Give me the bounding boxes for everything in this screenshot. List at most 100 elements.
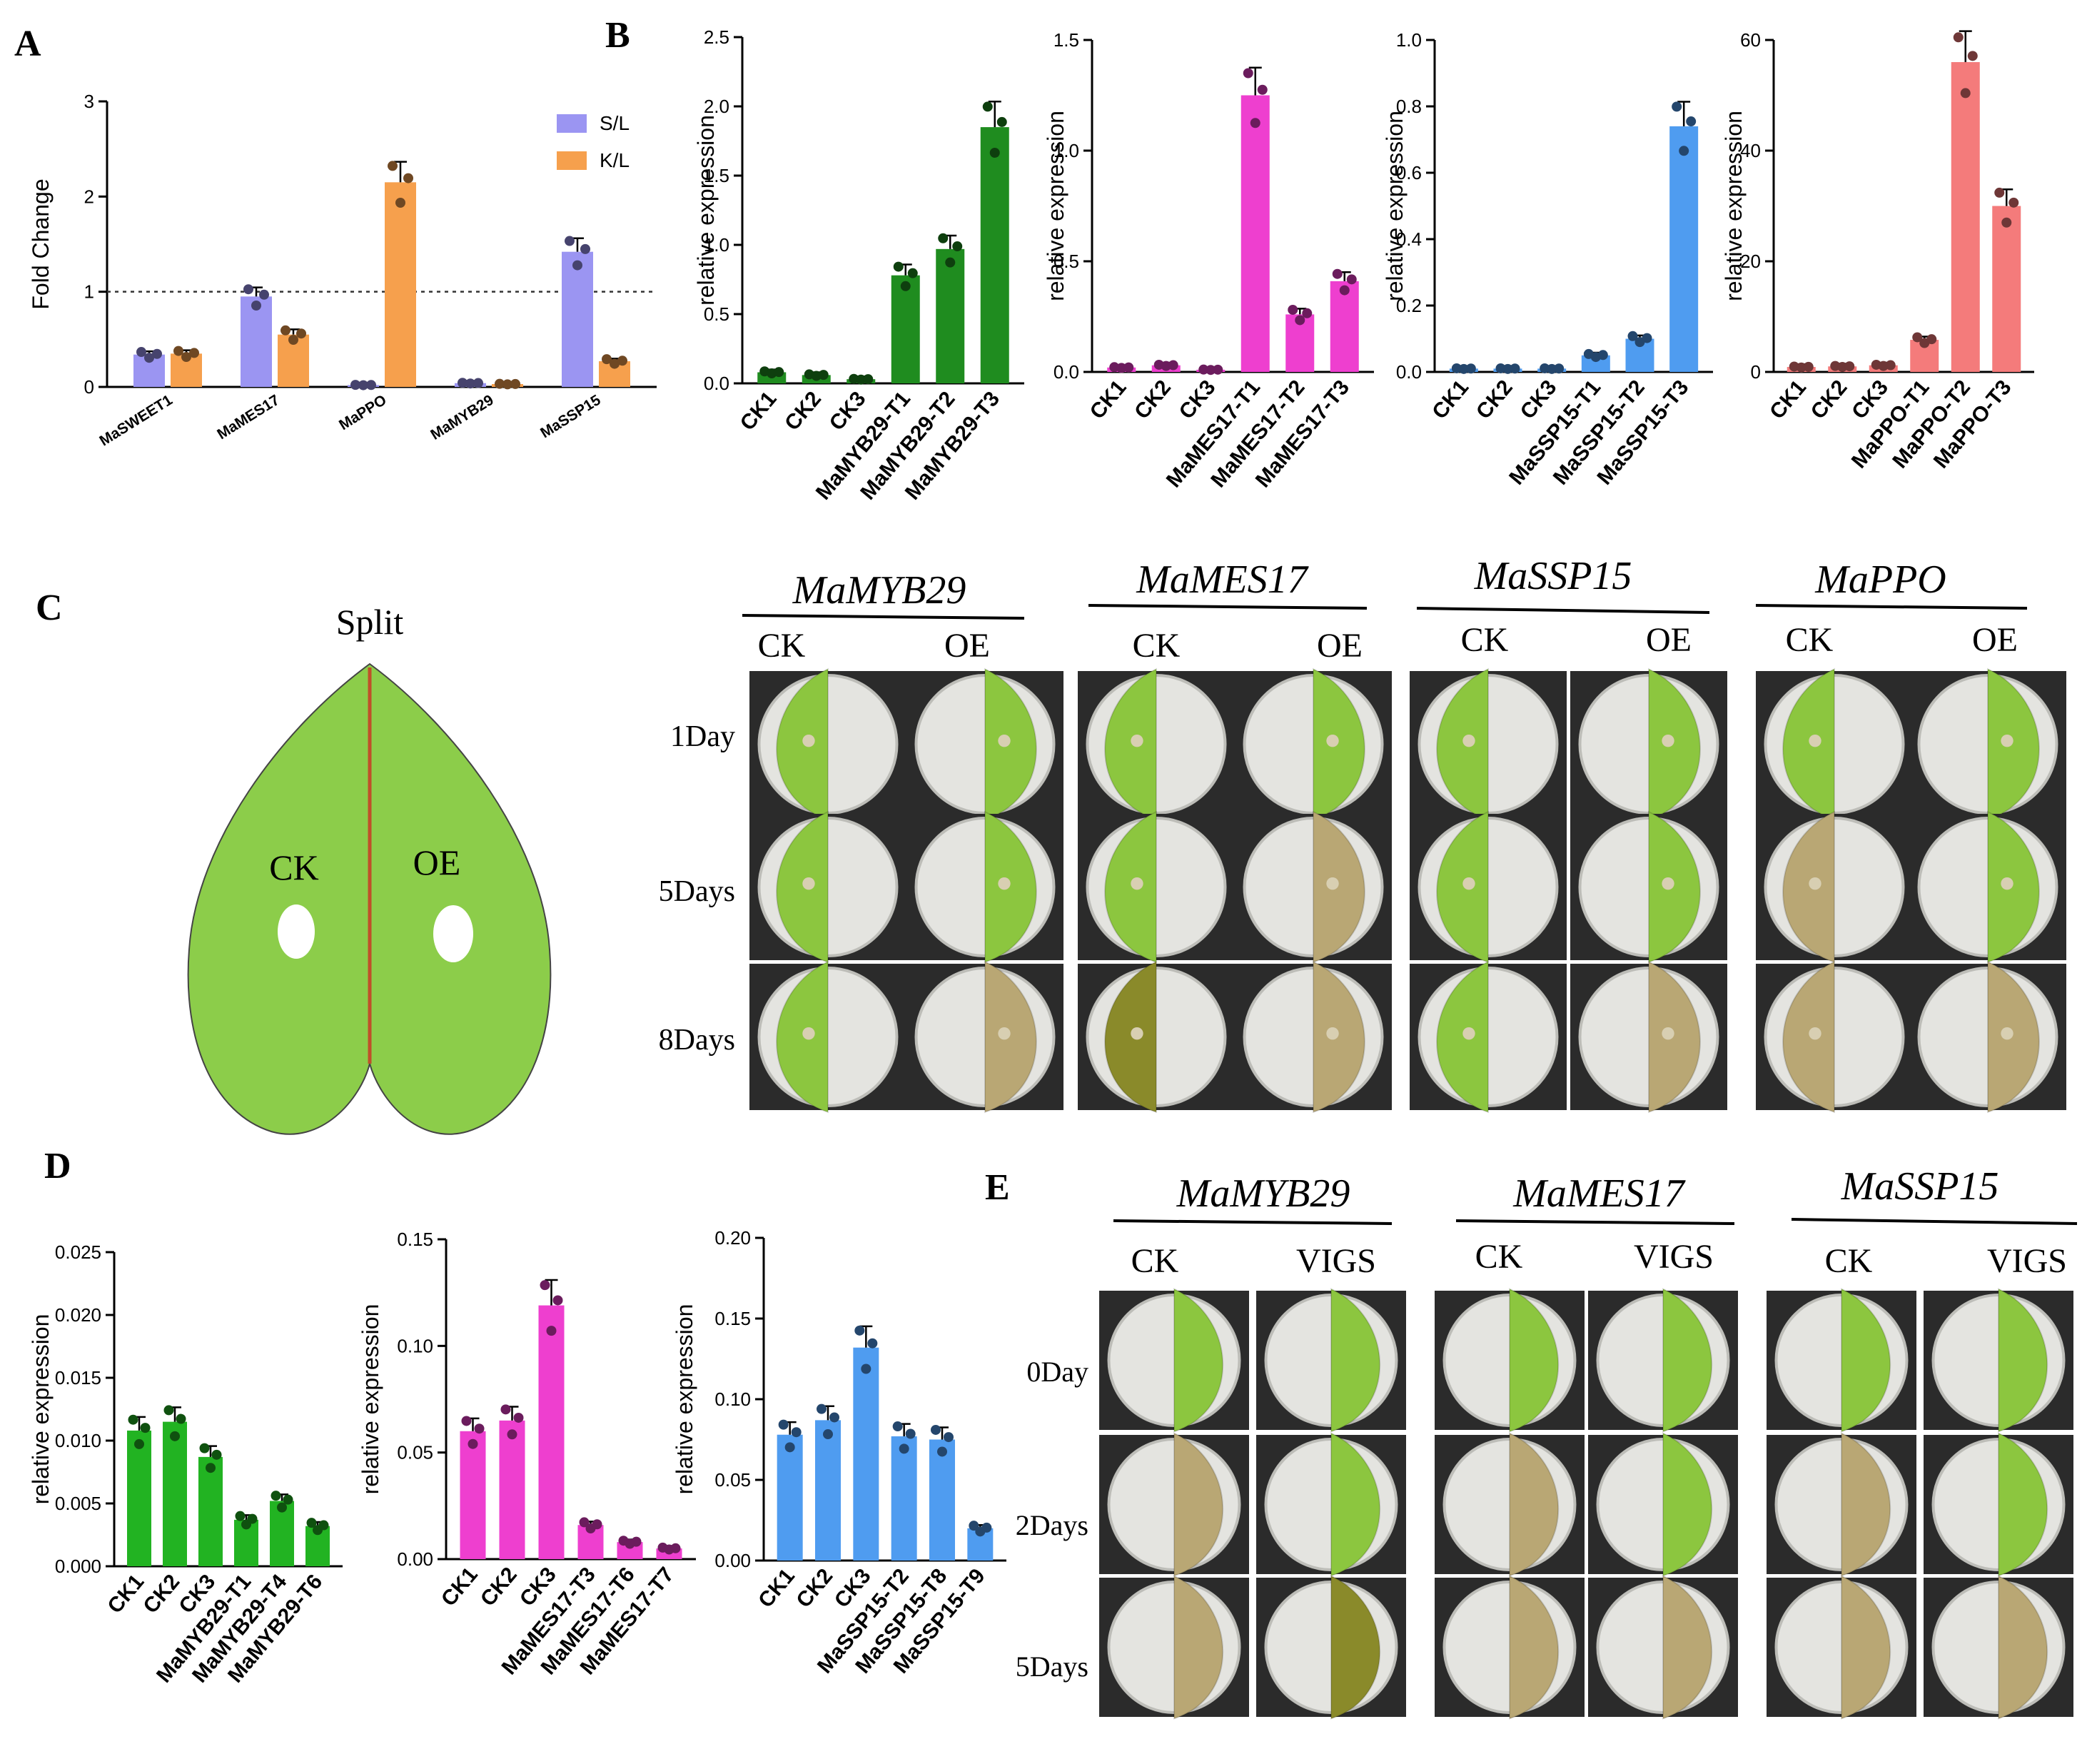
- data-point: [969, 1521, 979, 1531]
- panel-e-ck-label: CK: [1131, 1242, 1179, 1280]
- bar: [891, 1436, 917, 1561]
- lesion: [1462, 1027, 1475, 1040]
- data-point: [1465, 363, 1476, 374]
- data-point: [366, 380, 376, 390]
- panel-c-row-label: 8Days: [659, 1024, 735, 1057]
- chart-fold-change: 0 1 2 3 Fold Change MaSWEET1 MaMES17 MaPPO MaMYB…: [28, 91, 657, 449]
- panel-c-gene-underline: [742, 614, 1025, 620]
- y-tick-label: 0.05: [397, 1442, 433, 1463]
- y-tick-label: 0.0: [1053, 361, 1079, 383]
- data-point: [1672, 101, 1682, 112]
- leaf-sample: [1313, 960, 1365, 1114]
- ck-wound-hole: [278, 904, 315, 959]
- data-point: [572, 260, 582, 271]
- data-point: [617, 356, 627, 366]
- lesion: [2001, 1027, 2013, 1040]
- lesion: [1809, 734, 1821, 747]
- data-point: [458, 378, 468, 388]
- lesion: [1462, 734, 1475, 747]
- leaf-sample: [1330, 1432, 1381, 1577]
- data-point: [163, 1405, 174, 1416]
- data-point: [1967, 51, 1978, 61]
- leaf-sample: [1509, 1575, 1560, 1720]
- data-point: [1885, 360, 1896, 371]
- data-point: [1339, 285, 1350, 296]
- data-point: [206, 1463, 216, 1473]
- data-point: [1912, 332, 1923, 343]
- panel-e-gene-mamyb29: MaMYB29: [1176, 1171, 1350, 1216]
- data-point: [1243, 68, 1253, 79]
- y-tick-label: 20: [1740, 251, 1761, 272]
- data-point: [863, 374, 874, 385]
- leaf-sample: [1782, 960, 1835, 1114]
- data-point: [1642, 333, 1652, 343]
- bar: [499, 1420, 525, 1559]
- panel-e-row-label: 5Days: [1016, 1650, 1088, 1683]
- data-point: [893, 261, 904, 272]
- y-axis-title: relative expression: [358, 1304, 383, 1495]
- data-point: [277, 1502, 287, 1513]
- data-point: [474, 1423, 485, 1434]
- y-tick-label: 0.15: [714, 1308, 751, 1329]
- category-label: CK2: [1130, 376, 1176, 423]
- y-tick-label: 0.8: [1396, 96, 1422, 117]
- data-point: [247, 1513, 258, 1524]
- leaf-sample: [1436, 810, 1489, 964]
- data-point: [134, 1438, 144, 1449]
- leaf-sample: [1998, 1432, 2048, 1577]
- data-point: [791, 1427, 802, 1438]
- leaf-sample: [1436, 960, 1489, 1114]
- category-label: CK2: [792, 1564, 838, 1612]
- data-point: [944, 1432, 954, 1443]
- data-point: [473, 378, 483, 388]
- leaf-sample: [1436, 667, 1489, 821]
- data-point: [546, 1326, 557, 1336]
- bar: [853, 1347, 879, 1561]
- panel-c-oe-label: OE: [1646, 621, 1692, 659]
- category-label: CK1: [754, 1564, 799, 1612]
- leaf-sample: [1509, 1432, 1560, 1577]
- data-point: [199, 1443, 210, 1453]
- data-point: [774, 367, 784, 378]
- data-point: [778, 1419, 789, 1430]
- data-point: [507, 1429, 517, 1440]
- data-point: [1803, 361, 1814, 372]
- bar: [1669, 126, 1699, 372]
- leaf-sample: [1648, 667, 1701, 821]
- data-point: [513, 1412, 524, 1423]
- lesion: [1662, 877, 1674, 890]
- y-tick-label: 1.5: [1053, 29, 1079, 51]
- category-label: MaPPO: [336, 392, 390, 433]
- bar: [538, 1305, 565, 1559]
- panel-c-ck-label: CK: [1786, 621, 1834, 659]
- leaf-sample: [1841, 1575, 1891, 1720]
- data-point: [152, 348, 162, 359]
- data-point: [306, 1518, 317, 1528]
- y-tick-label: 1.0: [1396, 29, 1422, 51]
- data-point: [465, 378, 475, 389]
- bar: [936, 248, 965, 383]
- data-point: [350, 380, 360, 390]
- leaf-sample: [1648, 810, 1701, 964]
- bar: [562, 251, 593, 387]
- bar: [1992, 206, 2021, 372]
- panel-c-oe-label: OE: [1972, 621, 2018, 659]
- y-tick-label: 0.20: [714, 1227, 751, 1249]
- data-point: [1123, 362, 1134, 373]
- data-point: [1796, 362, 1807, 373]
- chart-d-massp15-silencing: 0.00 0.05 0.10 0.15 0.20 relative expression C…: [672, 1227, 1006, 1678]
- y-tick-label: 0.15: [397, 1229, 433, 1250]
- bar: [241, 296, 272, 387]
- data-point: [510, 378, 520, 389]
- bar: [1330, 281, 1359, 372]
- data-point: [952, 241, 963, 252]
- data-point: [580, 243, 590, 254]
- data-point: [1206, 365, 1216, 376]
- chart-d-mames17-silencing: 0.00 0.05 0.10 0.15 relative expression CK1CK…: [358, 1229, 696, 1679]
- bar: [460, 1431, 486, 1559]
- leaf-sample: [1104, 960, 1157, 1114]
- leaf-sample: [984, 810, 1037, 964]
- leaf-sample: [1662, 1288, 1713, 1433]
- leaf-sample: [1998, 1288, 2048, 1433]
